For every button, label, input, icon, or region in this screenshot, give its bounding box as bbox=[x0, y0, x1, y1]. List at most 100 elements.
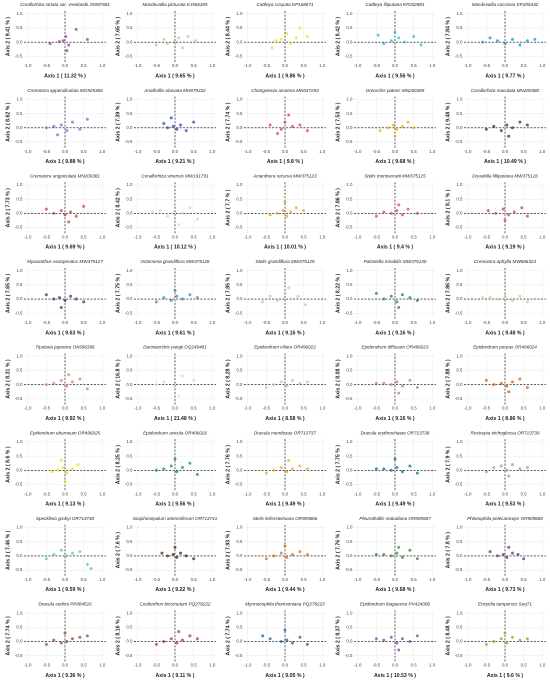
x-tick-label: 0.0 bbox=[172, 320, 179, 325]
point bbox=[510, 463, 514, 467]
point bbox=[505, 468, 509, 472]
y-axis-label: Axis 2 ( 8.42 % ) bbox=[115, 188, 121, 227]
y-tick-label: 0.0 bbox=[126, 382, 133, 387]
y-tick-label: 0.5 bbox=[456, 196, 463, 201]
y-tick-label: 0.0 bbox=[16, 467, 23, 472]
y-axis-label: Axis 2 ( 7.74 % ) bbox=[225, 616, 231, 655]
y-tick-label: 0.5 bbox=[16, 282, 23, 287]
point bbox=[397, 203, 401, 207]
x-tick-label: -1.0 bbox=[244, 63, 252, 68]
y-tick-label: -0.5 bbox=[345, 653, 353, 658]
x-tick-label: 0.5 bbox=[301, 234, 308, 239]
point bbox=[510, 551, 514, 555]
y-tick-label: 0.5 bbox=[346, 282, 353, 287]
x-tick-label: -1.0 bbox=[354, 406, 362, 411]
panel-title: Corallorhiza maculata MN200380 bbox=[471, 88, 540, 93]
x-tick-label: -1.0 bbox=[24, 320, 32, 325]
y-axis-label: Axis 2 ( 7.75 % ) bbox=[335, 445, 341, 484]
y-axis-label: Axis 2 ( 7.93 % ) bbox=[225, 530, 231, 569]
point bbox=[70, 120, 74, 124]
x-tick-label: 0.0 bbox=[62, 406, 69, 411]
point bbox=[525, 637, 529, 641]
y-tick-label: 0.0 bbox=[16, 211, 23, 216]
point bbox=[154, 43, 158, 47]
y-axis-label: Axis 2 ( 9.41 % ) bbox=[5, 17, 11, 56]
point bbox=[389, 554, 393, 558]
point bbox=[488, 36, 492, 40]
x-tick-label: 0.5 bbox=[521, 491, 528, 496]
x-tick-label: -0.5 bbox=[373, 663, 381, 668]
x-tick-label: 1.0 bbox=[209, 491, 216, 496]
panel-title: Epidendrum diffusum OR496023 bbox=[362, 345, 429, 350]
x-tick-label: 0.5 bbox=[81, 663, 88, 668]
panel-title: Dryadella lilliputiana MW375126 bbox=[472, 173, 538, 178]
x-tick-label: 1.0 bbox=[99, 149, 106, 154]
point bbox=[180, 211, 184, 215]
point bbox=[510, 635, 514, 639]
point bbox=[389, 211, 393, 215]
panel-title: Danxiaorchis yangii OQ240481 bbox=[143, 345, 207, 350]
x-axis-label: Axis 1 ( 10.01 % ) bbox=[264, 245, 306, 251]
point bbox=[305, 380, 309, 384]
point bbox=[415, 557, 419, 561]
y-axis-label: Axis 2 ( 7.65 % ) bbox=[115, 17, 121, 56]
x-tick-label: 0.0 bbox=[392, 406, 399, 411]
y-tick-label: -0.5 bbox=[235, 653, 243, 658]
y-tick-label: 0.5 bbox=[16, 196, 23, 201]
point bbox=[516, 553, 520, 556]
y-tick-label: -0.5 bbox=[235, 396, 243, 401]
x-tick-label: -1.0 bbox=[134, 491, 142, 496]
y-tick-label: 0.5 bbox=[346, 368, 353, 373]
x-tick-label: -0.5 bbox=[43, 663, 51, 668]
y-tick-label: -0.5 bbox=[235, 567, 243, 572]
x-tick-label: -1.0 bbox=[354, 149, 362, 154]
point bbox=[507, 213, 511, 217]
y-axis-label: Axis 2 ( 8.22 % ) bbox=[335, 273, 341, 312]
y-tick-label: 1.0 bbox=[126, 11, 133, 16]
point bbox=[499, 637, 503, 641]
y-tick-label: 0.5 bbox=[126, 539, 133, 544]
x-axis-label: Axis 1 ( 9.49 % ) bbox=[375, 502, 414, 508]
point bbox=[412, 126, 416, 130]
x-tick-label: 0.5 bbox=[81, 149, 88, 154]
y-axis-label: Axis 2 ( 7.86 % ) bbox=[445, 273, 451, 312]
y-tick-label: -0.5 bbox=[455, 567, 463, 572]
point bbox=[279, 127, 283, 131]
x-axis-label: Axis 1 ( 10.53 % ) bbox=[374, 673, 416, 679]
point bbox=[395, 551, 399, 555]
y-tick-label: 0.5 bbox=[346, 539, 353, 544]
x-tick-label: -0.5 bbox=[43, 320, 51, 325]
x-tick-label: 0.5 bbox=[411, 234, 418, 239]
y-tick-label: 1.0 bbox=[456, 353, 463, 358]
y-tick-label: 0.5 bbox=[126, 282, 133, 287]
x-tick-label: 1.0 bbox=[429, 663, 436, 668]
point bbox=[162, 640, 166, 644]
point bbox=[67, 220, 71, 224]
y-axis-label: Axis 2 ( 8.42 % ) bbox=[335, 17, 341, 56]
y-tick-label: -0.5 bbox=[125, 53, 133, 58]
point bbox=[533, 37, 537, 41]
y-axis-label: Axis 2 ( 7.8 % ) bbox=[445, 532, 451, 569]
x-tick-label: 0.0 bbox=[172, 491, 179, 496]
x-tick-label: -1.0 bbox=[134, 406, 142, 411]
x-tick-label: 0.0 bbox=[62, 577, 69, 582]
y-tick-label: 0.0 bbox=[126, 39, 133, 44]
point bbox=[89, 567, 93, 571]
x-tick-label: 0.0 bbox=[502, 663, 509, 668]
point bbox=[510, 298, 514, 302]
x-tick-label: -1.0 bbox=[354, 663, 362, 668]
y-tick-label: 0.0 bbox=[456, 553, 463, 558]
y-tick-label: 1.0 bbox=[16, 353, 23, 358]
point bbox=[406, 207, 410, 211]
y-tick-label: 1.0 bbox=[126, 610, 133, 615]
point bbox=[65, 384, 69, 388]
point bbox=[374, 291, 378, 295]
x-tick-label: -0.5 bbox=[153, 406, 161, 411]
point bbox=[171, 553, 175, 556]
x-tick-label: 1.0 bbox=[429, 577, 436, 582]
x-tick-label: 1.0 bbox=[319, 320, 326, 325]
x-tick-label: 0.5 bbox=[411, 577, 418, 582]
y-tick-label: -0.5 bbox=[235, 225, 243, 230]
y-axis-label: Axis 2 ( 9.48 % ) bbox=[445, 102, 451, 141]
y-tick-label: 0.5 bbox=[456, 111, 463, 116]
